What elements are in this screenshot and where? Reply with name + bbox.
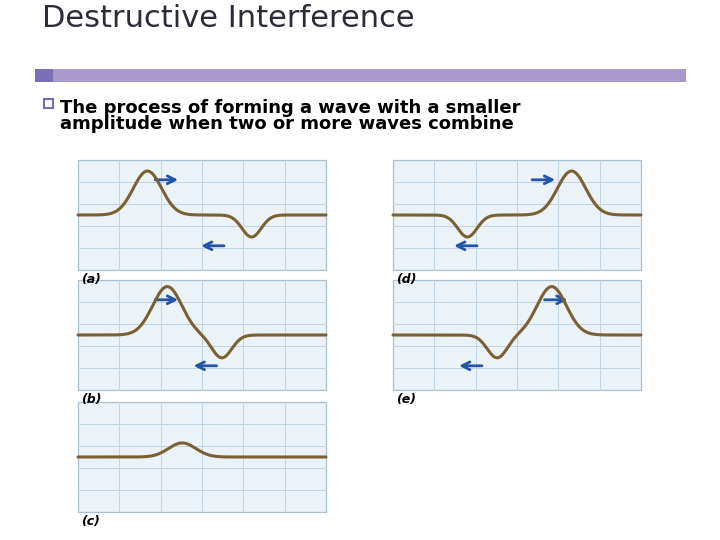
Text: The process of forming a wave with a smaller: The process of forming a wave with a sma… (60, 99, 521, 117)
Bar (78, 402, 326, 512)
Text: (e): (e) (396, 393, 416, 406)
Bar (53, 69, 686, 82)
Text: amplitude when two or more waves combine: amplitude when two or more waves combine (60, 115, 514, 133)
Bar (78, 160, 326, 270)
Bar (35, 69, 53, 82)
Text: (b): (b) (81, 393, 102, 406)
Text: (d): (d) (396, 273, 416, 286)
Bar (393, 280, 641, 390)
Bar (78, 280, 326, 390)
Text: (c): (c) (81, 515, 100, 528)
Bar (393, 160, 641, 270)
Bar (44, 99, 53, 108)
Text: Destructive Interference: Destructive Interference (42, 4, 415, 33)
Text: (a): (a) (81, 273, 101, 286)
